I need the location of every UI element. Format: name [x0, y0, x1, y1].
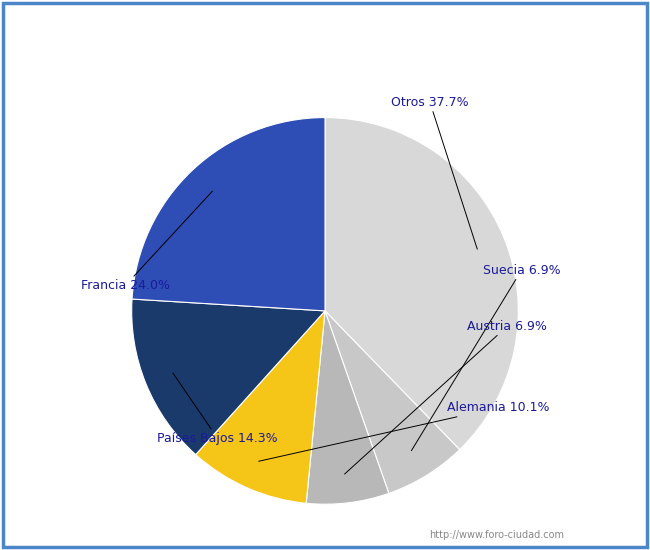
Wedge shape: [132, 118, 325, 311]
Text: Países Bajos 14.3%: Países Bajos 14.3%: [157, 373, 278, 444]
Wedge shape: [325, 311, 460, 493]
Wedge shape: [196, 311, 325, 503]
Wedge shape: [132, 299, 325, 455]
Wedge shape: [306, 311, 389, 504]
Text: Alemania 10.1%: Alemania 10.1%: [259, 401, 550, 461]
Text: Sant Fruitós de Bages - Turistas extranjeros según país - Abril de 2024: Sant Fruitós de Bages - Turistas extranj…: [32, 13, 617, 29]
Text: http://www.foro-ciudad.com: http://www.foro-ciudad.com: [429, 530, 564, 540]
Text: Otros 37.7%: Otros 37.7%: [391, 96, 477, 249]
Text: Austria 6.9%: Austria 6.9%: [344, 320, 547, 474]
Text: Francia 24.0%: Francia 24.0%: [81, 191, 213, 292]
Text: Suecia 6.9%: Suecia 6.9%: [411, 263, 560, 450]
Wedge shape: [325, 118, 518, 449]
